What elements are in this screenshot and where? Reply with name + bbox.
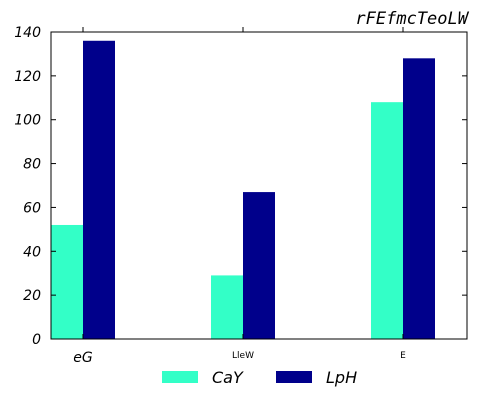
y-tick-label: 40: [23, 244, 41, 260]
y-tick-label: 140: [14, 25, 41, 41]
x-tick-label: eG: [73, 350, 93, 366]
bar-CaY-eG: [51, 224, 83, 339]
y-tick-label: 20: [23, 288, 41, 304]
legend-label-CaY: CaY: [212, 368, 244, 387]
bar-CaY-E: [371, 102, 403, 340]
legend-swatch-LpH: [276, 371, 312, 383]
legend: CaY LpH: [162, 368, 357, 387]
y-tick-label: 60: [23, 200, 41, 216]
y-tick-label: 80: [23, 157, 41, 173]
plot-frame: [50, 31, 468, 340]
x-tick-label: LleW: [232, 351, 254, 361]
bar-LpH-LleW: [243, 192, 275, 339]
y-tick-label: 120: [14, 69, 41, 85]
bar-LpH-E: [403, 58, 435, 340]
legend-swatch-CaY: [162, 371, 198, 383]
y-tick-label: 0: [32, 332, 41, 348]
bar-LpH-eG: [83, 40, 115, 340]
legend-label-LpH: LpH: [326, 368, 357, 387]
x-tick-label: E: [400, 351, 406, 361]
axes-group: 0 20 40 60 80 100 120 140 eG LleW E: [14, 25, 468, 366]
bar-CaY-LleW: [211, 275, 243, 339]
y-tick-label: 100: [14, 113, 41, 129]
bars-group: [51, 40, 435, 340]
chart-title: rFEfmcTeoLW: [355, 9, 469, 29]
